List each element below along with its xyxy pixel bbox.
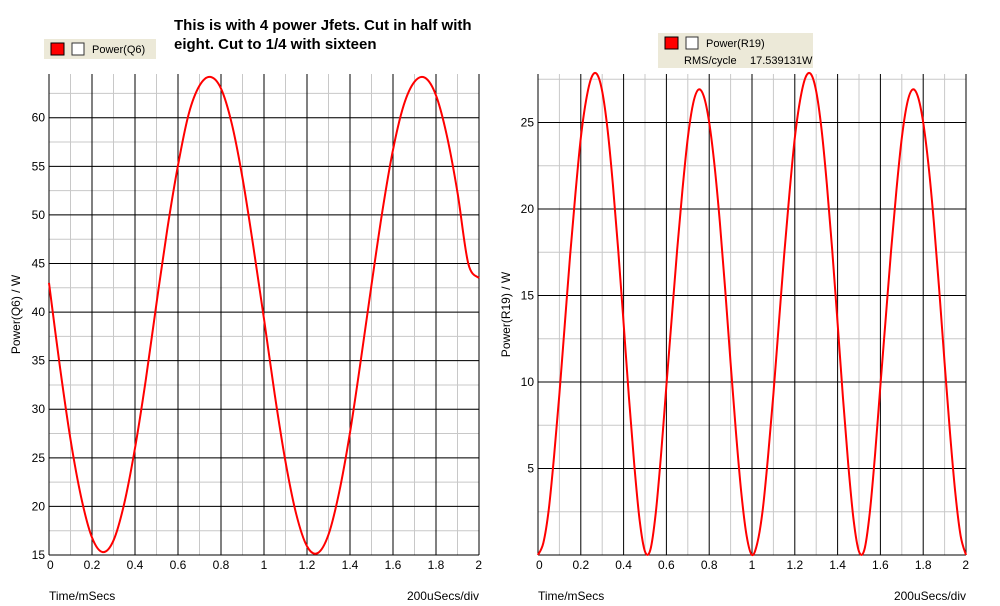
x-tick-label: 2 xyxy=(475,558,482,572)
y-tick-label: 60 xyxy=(32,111,46,125)
y-tick-label: 40 xyxy=(32,305,46,319)
y-tick-label: 50 xyxy=(32,208,46,222)
x-axis-label: Time/mSecs xyxy=(538,589,604,603)
major-grid xyxy=(537,74,967,555)
x-tick-label: 0 xyxy=(47,558,54,572)
x-tick-label: 1 xyxy=(749,558,756,572)
x-tick-label: 1.4 xyxy=(829,558,846,572)
y-tick-label: 20 xyxy=(32,499,46,513)
x-tick-label: 0.4 xyxy=(615,558,632,572)
legend: Power(R19) RMS/cycle 17.539131W xyxy=(658,33,813,68)
y-tick-label: 55 xyxy=(32,159,46,173)
y-tick-label: 5 xyxy=(527,461,534,475)
x-tick-label: 1.4 xyxy=(342,558,359,572)
chart-1: 0 0.2 0.4 0.6 0.8 1 1.2 1.4 1.6 1.8 2 15 20 25 30 35 40 4… xyxy=(9,39,482,603)
x-tick-label: 1.6 xyxy=(385,558,402,572)
legend-color-swatch xyxy=(50,42,65,56)
legend-label: Power(Q6) xyxy=(92,44,145,56)
x-tick-label: 0.2 xyxy=(84,558,101,572)
scale-label: 200uSecs/div xyxy=(894,589,966,603)
legend-color-swatch xyxy=(664,36,679,50)
x-tick-label: 1 xyxy=(261,558,268,572)
x-tick-label: 0.4 xyxy=(127,558,144,572)
y-tick-label: 15 xyxy=(32,548,46,562)
x-tick-label: 1.8 xyxy=(428,558,445,572)
x-tick-label: 1.8 xyxy=(915,558,932,572)
series-line xyxy=(537,71,967,557)
series-line xyxy=(48,75,480,555)
legend: Power(Q6) xyxy=(44,39,156,59)
y-tick-label: 25 xyxy=(32,451,46,465)
y-tick-label: 10 xyxy=(521,375,535,389)
y-tick-label: 20 xyxy=(521,202,535,216)
x-tick-label: 2 xyxy=(962,558,969,572)
rms-value: 17.539131W xyxy=(750,55,813,67)
x-tick-label: 0.6 xyxy=(658,558,675,572)
scale-label: 200uSecs/div xyxy=(407,589,479,603)
annotation-line-1: This is with 4 power Jfets. Cut in half … xyxy=(174,17,472,34)
legend-checkbox xyxy=(71,42,85,56)
x-tick-label: 1.2 xyxy=(299,558,316,572)
annotation-text: This is with 4 power Jfets. Cut in half … xyxy=(174,16,472,54)
legend-box xyxy=(658,33,813,68)
x-tick-label: 0.2 xyxy=(572,558,589,572)
x-tick-label: 0.8 xyxy=(213,558,230,572)
x-tick-label: 0.6 xyxy=(170,558,187,572)
y-tick-label: 30 xyxy=(32,402,46,416)
rms-label: RMS/cycle xyxy=(684,55,737,67)
annotation-line-2: eight. Cut to 1/4 with sixteen xyxy=(174,36,377,53)
y-axis-label: Power(R19) / W xyxy=(499,271,513,357)
x-tick-label: 0.8 xyxy=(701,558,718,572)
chart-2: 0 0.2 0.4 0.6 0.8 1 1.2 1.4 1.6 1.8 2510152025Time… xyxy=(499,33,969,603)
x-axis-label: Time/mSecs xyxy=(49,589,115,603)
y-tick-label: 25 xyxy=(521,115,535,129)
legend-label: Power(R19) xyxy=(706,38,765,50)
x-tick-label: 1.6 xyxy=(872,558,889,572)
y-tick-label: 15 xyxy=(521,288,535,302)
x-tick-label: 0 xyxy=(536,558,543,572)
y-tick-label: 35 xyxy=(32,354,46,368)
legend-checkbox xyxy=(685,36,699,50)
y-axis-label: Power(Q6) / W xyxy=(9,274,23,354)
y-tick-label: 45 xyxy=(32,256,46,270)
x-tick-label: 1.2 xyxy=(786,558,803,572)
